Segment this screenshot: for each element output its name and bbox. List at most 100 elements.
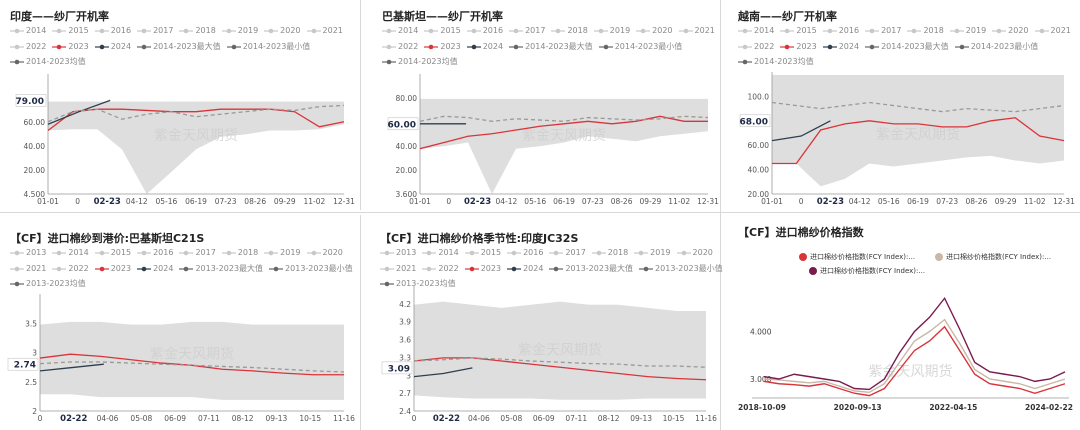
legend-item[interactable]: 2021 (678, 26, 715, 35)
legend-item[interactable]: 2017 (179, 248, 216, 257)
legend-item[interactable]: 2015 (424, 26, 461, 35)
legend-item[interactable]: 2024 (466, 42, 503, 51)
legend-item[interactable]: 2014-2023最大值 (865, 41, 949, 52)
legend-item[interactable]: 2016 (822, 26, 859, 35)
legend-item[interactable]: 2015 (52, 26, 89, 35)
legend-item[interactable]: 2021 (380, 264, 416, 273)
legend-item[interactable]: 2024 (822, 42, 859, 51)
legend-item[interactable]: 2024 (94, 42, 131, 51)
legend-item[interactable]: 2018 (551, 26, 588, 35)
legend-item[interactable]: 2014 (422, 248, 459, 257)
legend-item[interactable]: 2018 (907, 26, 944, 35)
legend-item[interactable]: 2020 (264, 26, 301, 35)
legend-item[interactable]: 2022 (738, 42, 774, 51)
legend-item[interactable]: 2013 (10, 248, 46, 257)
legend-item[interactable]: 2020 (992, 26, 1029, 35)
legend-item[interactable]: 2013-2023最小值 (639, 263, 723, 274)
legend-item[interactable]: 2018 (591, 248, 628, 257)
legend-item[interactable]: 2017 (865, 26, 901, 35)
legend-item[interactable]: 2022 (382, 42, 418, 51)
x-tick-label: 10-15 (299, 414, 321, 423)
legend-item[interactable]: 2022 (10, 42, 46, 51)
legend-item[interactable]: 2022 (422, 264, 459, 273)
y-highlight-box (381, 361, 413, 375)
y-tick-label: 2.5 (25, 378, 37, 387)
legend-item[interactable]: 2014 (52, 248, 89, 257)
legend-item[interactable]: 2021 (10, 264, 46, 273)
legend-item[interactable]: 2019 (264, 248, 301, 257)
y-highlight-label: 2.74 (14, 361, 36, 371)
watermark: 紫金天风期货 (154, 127, 238, 144)
legend-item[interactable]: 2020 (676, 248, 713, 257)
legend-item[interactable]: 2014-2023均值 (10, 56, 86, 67)
legend-item[interactable]: 2018 (179, 26, 216, 35)
legend-item[interactable]: 2019 (221, 26, 258, 35)
legend-item[interactable]: 2013-2023最大值 (179, 263, 263, 274)
legend-item[interactable]: 2016 (507, 248, 543, 257)
y-highlight-label: 68.00 (740, 117, 768, 127)
legend-item[interactable]: 2014-2023均值 (738, 56, 814, 67)
y-highlight-box (739, 114, 771, 128)
x-tick-label: 06-19 (553, 197, 575, 206)
legend-item[interactable]: 2018 (221, 248, 258, 257)
legend-item[interactable]: 2014-2023最小值 (598, 41, 682, 52)
x-tick-label: 08-26 (244, 197, 266, 206)
legend-item[interactable]: 2016 (94, 26, 131, 35)
legend-item[interactable]: 2023 (424, 42, 461, 51)
y-tick-label: 3 (406, 371, 411, 380)
legend-item[interactable]: 进口棉纱价格指数(FCY Index):... (798, 252, 915, 262)
legend-item[interactable]: 2013-2023均值 (380, 278, 456, 289)
legend-item[interactable]: 2020 (306, 248, 343, 257)
legend-item[interactable]: 2014 (382, 26, 418, 35)
legend-item[interactable]: 2019 (593, 26, 630, 35)
legend-item[interactable]: 2015 (464, 248, 501, 257)
x-tick-label: 10-15 (663, 414, 685, 423)
legend-item[interactable]: 2020 (636, 26, 673, 35)
legend-item[interactable]: 2013 (380, 248, 416, 257)
legend-item[interactable]: 2014-2023最大值 (509, 41, 593, 52)
legend-item[interactable]: 2017 (549, 248, 586, 257)
legend-item[interactable]: 进口棉纱价格指数(FCY Index):... (934, 252, 1051, 262)
x-tick-label: 09-13 (630, 414, 652, 423)
watermark: 紫金天风期货 (876, 126, 960, 143)
legend-item[interactable]: 2014-2023最大值 (137, 41, 221, 52)
x-tick-label: 09-29 (995, 197, 1017, 206)
chart-plot: 3.600 20.00 40.00 60.00 80.00 01-01 0 02-23 04-1… (388, 74, 719, 207)
legend-item[interactable]: 2013-2023均值 (10, 278, 86, 289)
legend-item[interactable]: 2024 (507, 264, 543, 273)
legend-item[interactable]: 2013-2023最大值 (549, 263, 633, 274)
series-line-2013-2023均值 (39, 361, 345, 373)
y-tick-label: 100.0 (748, 92, 770, 101)
legend-item[interactable]: 2019 (634, 248, 671, 257)
x-tick-label: 11-02 (668, 197, 690, 206)
legend-item[interactable]: 2015 (780, 26, 817, 35)
legend-item[interactable]: 2015 (94, 248, 131, 257)
legend-item[interactable]: 2021 (1034, 26, 1071, 35)
legend-item[interactable]: 2023 (94, 264, 131, 273)
legend-item[interactable]: 2021 (306, 26, 343, 35)
legend-item[interactable]: 2014 (738, 26, 774, 35)
legend-item[interactable]: 2022 (52, 264, 89, 273)
y-tick-label: 2.7 (399, 389, 411, 398)
legend-item[interactable]: 2016 (137, 248, 173, 257)
legend-item[interactable]: 2013-2023最小值 (269, 263, 353, 274)
legend-item[interactable]: 2014 (10, 26, 46, 35)
legend-item[interactable]: 2017 (137, 26, 173, 35)
chart-india-mill-rate: 印度——纱厂开机率 2014 2015 2016 2017 2018 2019 2020 202… (10, 8, 355, 208)
legend-item[interactable]: 2024 (137, 264, 173, 273)
x-tick-label: 06-09 (533, 414, 555, 423)
legend-item[interactable]: 2014-2023最小值 (954, 41, 1038, 52)
legend-item[interactable]: 2014-2023最小值 (226, 41, 310, 52)
x-tick-label: 01-01 (37, 197, 59, 206)
legend-item[interactable]: 2023 (464, 264, 501, 273)
legend-item[interactable]: 2014-2023均值 (382, 56, 458, 67)
legend-item[interactable]: 进口棉纱价格指数(FCY Index):... (808, 266, 925, 276)
x-tick-label: 01-01 (409, 197, 431, 206)
legend-item[interactable]: 2023 (52, 42, 89, 51)
legend-item[interactable]: 2019 (949, 26, 986, 35)
legend-item[interactable]: 2017 (509, 26, 545, 35)
series-line-2023 (39, 353, 344, 376)
legend-item[interactable]: 2016 (466, 26, 503, 35)
x-tick-label: 04-06 (468, 414, 490, 423)
legend-item[interactable]: 2023 (780, 42, 817, 51)
